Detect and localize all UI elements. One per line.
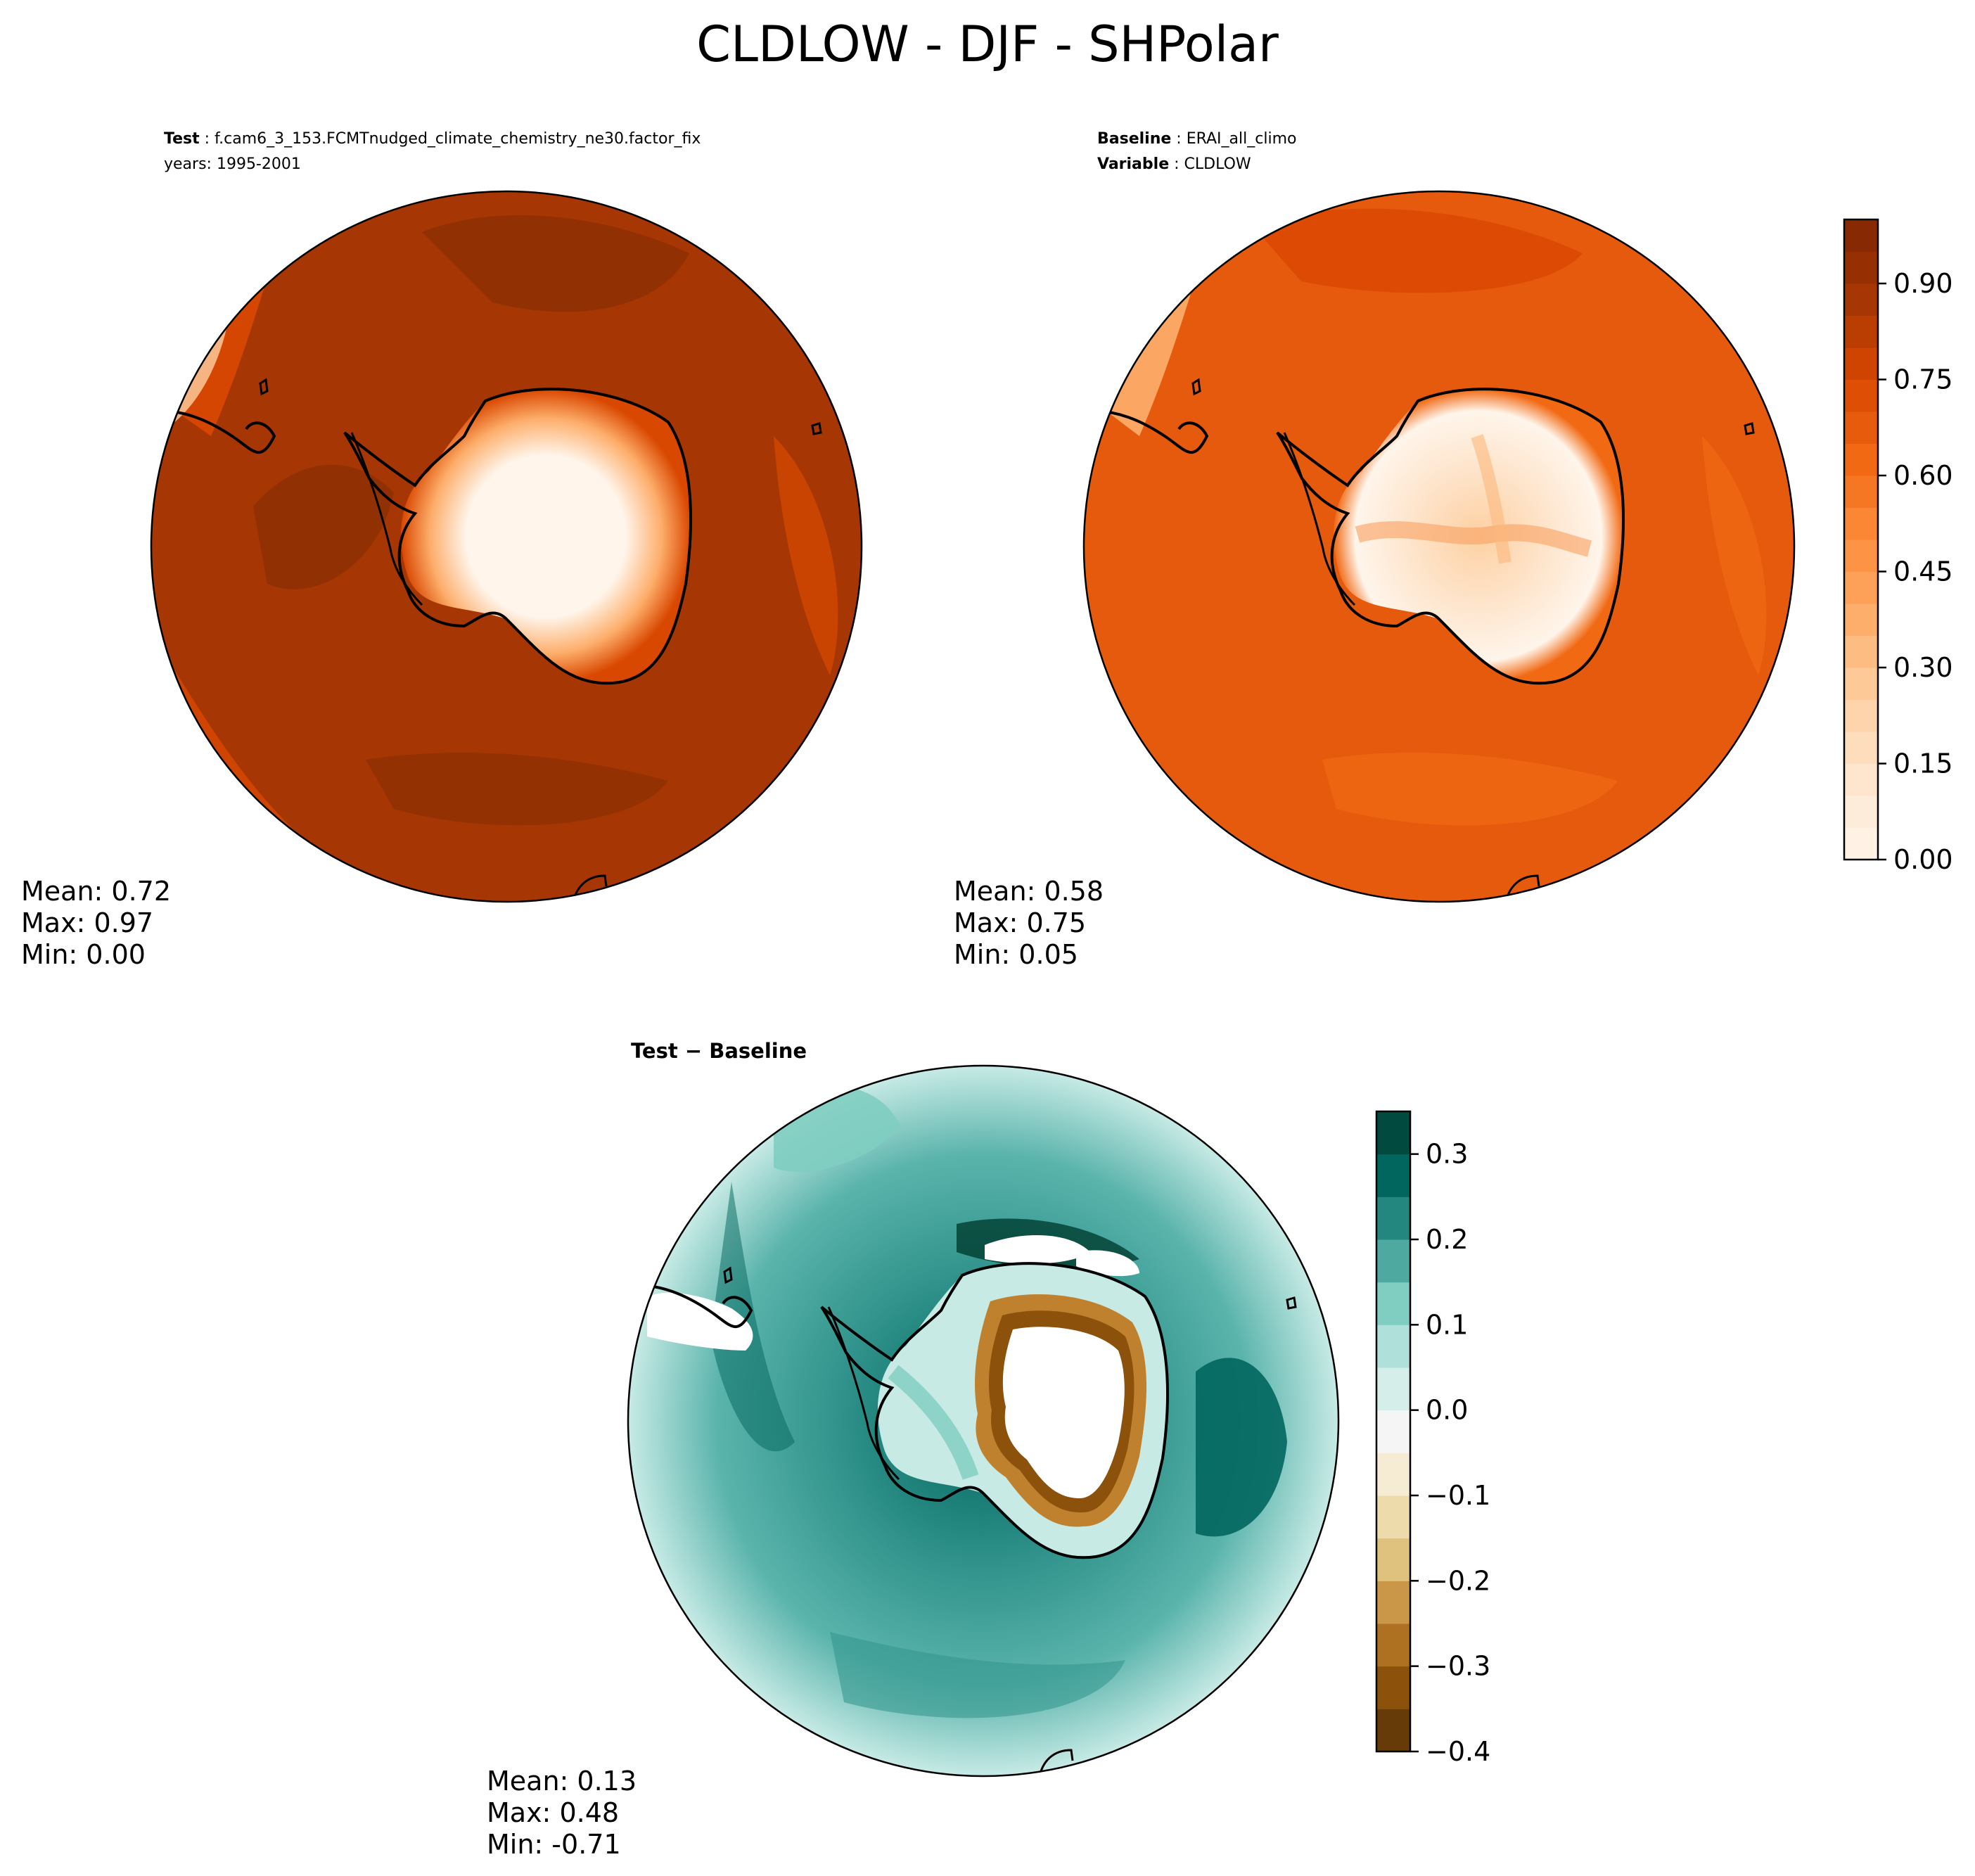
cloud-colorbar-band — [1844, 827, 1878, 860]
cloud-colorbar-tick-label: 0.45 — [1893, 556, 1953, 587]
cloud-colorbar-tick-label: 0.60 — [1893, 460, 1953, 491]
diff-colorbar-band — [1376, 1239, 1410, 1283]
cloud-colorbar-band — [1844, 635, 1878, 668]
cloud-colorbar-band — [1844, 668, 1878, 700]
test-label: Test — [164, 130, 200, 148]
cloud-colorbar-tick-label: 0.75 — [1893, 364, 1953, 395]
difference-map — [627, 1064, 1340, 1778]
baseline-mean: Mean: 0.58 — [954, 876, 1104, 907]
cloud-colorbar-band — [1844, 540, 1878, 572]
diff-colorbar-band — [1376, 1282, 1410, 1325]
diff-colorbar-band — [1376, 1581, 1410, 1624]
cloud-colorbar-band — [1844, 507, 1878, 540]
cloud-colorbar-band — [1844, 347, 1878, 380]
diff-colorbar-band — [1376, 1709, 1410, 1752]
cloud-colorbar-frame — [1843, 218, 1879, 861]
difference-title: Test − Baseline — [631, 1039, 807, 1063]
baseline-label: Baseline — [1097, 130, 1172, 148]
difference-max: Max: 0.48 — [487, 1797, 620, 1828]
cloud-colorbar-band — [1844, 379, 1878, 412]
diff-colorbar-tick-label: −0.4 — [1426, 1736, 1490, 1767]
diff-colorbar-frame — [1375, 1110, 1412, 1753]
diff-colorbar-band — [1376, 1154, 1410, 1197]
cloud-colorbar-band — [1844, 251, 1878, 284]
difference-min: Min: -0.71 — [487, 1829, 621, 1860]
cloud-colorbar-band — [1844, 315, 1878, 348]
diff-colorbar-band — [1376, 1495, 1410, 1539]
baseline-case: ERAI_all_climo — [1186, 130, 1297, 148]
test-max: Max: 0.97 — [21, 907, 154, 938]
cloud-colorbar-tick-label: 0.15 — [1893, 748, 1953, 779]
baseline-header: Baseline : ERAI_all_climo Variable : CLD… — [1097, 130, 1297, 173]
cloud-colorbar-band — [1844, 763, 1878, 796]
diff-colorbar-tick-label: −0.2 — [1426, 1565, 1490, 1596]
colorbar-cloud-fraction: 0.00 0.15 0.30 0.45 0.60 0.75 0.90 — [1843, 218, 1953, 875]
cloud-colorbar-band — [1844, 443, 1878, 476]
cloud-colorbar-tick-label: 0.00 — [1893, 844, 1953, 875]
diff-colorbar-band — [1376, 1666, 1410, 1709]
diff-colorbar-band — [1376, 1111, 1410, 1155]
cloud-colorbar-band — [1844, 283, 1878, 316]
diff-colorbar-tick-label: −0.1 — [1426, 1480, 1490, 1511]
test-header: Test : f.cam6_3_153.FCMTnudged_climate_c… — [164, 127, 701, 177]
test-min: Min: 0.00 — [21, 939, 146, 970]
cloud-colorbar-band — [1844, 699, 1878, 732]
difference-stats: Mean: 0.13 Max: 0.48 Min: -0.71 — [487, 1766, 637, 1861]
variable-value: CLDLOW — [1184, 155, 1251, 173]
diff-colorbar-band — [1376, 1453, 1410, 1496]
cloud-colorbar-band — [1844, 476, 1878, 508]
diff-colorbar-band — [1376, 1410, 1410, 1453]
diff-colorbar-band — [1376, 1367, 1410, 1411]
figure-title: CLDLOW - DJF - SHPolar — [696, 15, 1279, 73]
cloud-colorbar-band — [1844, 796, 1878, 828]
cloud-colorbar-band — [1844, 604, 1878, 636]
baseline-min: Min: 0.05 — [954, 939, 1078, 970]
diff-colorbar-band — [1376, 1325, 1410, 1368]
variable-label: Variable — [1097, 155, 1170, 173]
test-stats: Mean: 0.72 Max: 0.97 Min: 0.00 — [21, 876, 171, 971]
diff-colorbar-tick-label: 0.0 — [1426, 1395, 1468, 1426]
diff-colorbar-tick-label: −0.3 — [1426, 1651, 1490, 1682]
diff-colorbar-band — [1376, 1538, 1410, 1581]
colorbar-difference: −0.4 −0.3 −0.2 −0.1 0.0 0.1 0.2 0.3 — [1375, 1110, 1490, 1767]
cloud-colorbar-tick-label: 0.30 — [1893, 652, 1953, 683]
test-mean: Mean: 0.72 — [21, 876, 172, 907]
cloud-colorbar-band — [1844, 219, 1878, 252]
difference-mean: Mean: 0.13 — [487, 1766, 637, 1797]
diff-colorbar-tick-label: 0.2 — [1426, 1224, 1468, 1255]
cloud-colorbar-band — [1844, 571, 1878, 604]
diff-colorbar-band — [1376, 1623, 1410, 1667]
cloud-colorbar-band — [1844, 732, 1878, 764]
test-years: years: 1995-2001 — [164, 155, 301, 173]
test-case: f.cam6_3_153.FCMTnudged_climate_chemistr… — [215, 130, 701, 148]
baseline-max: Max: 0.75 — [954, 907, 1087, 938]
baseline-map — [1082, 190, 1796, 903]
baseline-stats: Mean: 0.58 Max: 0.75 Min: 0.05 — [954, 876, 1104, 971]
diff-colorbar-tick-label: 0.3 — [1426, 1139, 1468, 1170]
cloud-colorbar-band — [1844, 411, 1878, 444]
test-map — [150, 190, 863, 903]
cloud-colorbar-tick-label: 0.90 — [1893, 268, 1953, 299]
diff-colorbar-tick-label: 0.1 — [1426, 1309, 1468, 1340]
diff-colorbar-band — [1376, 1197, 1410, 1240]
